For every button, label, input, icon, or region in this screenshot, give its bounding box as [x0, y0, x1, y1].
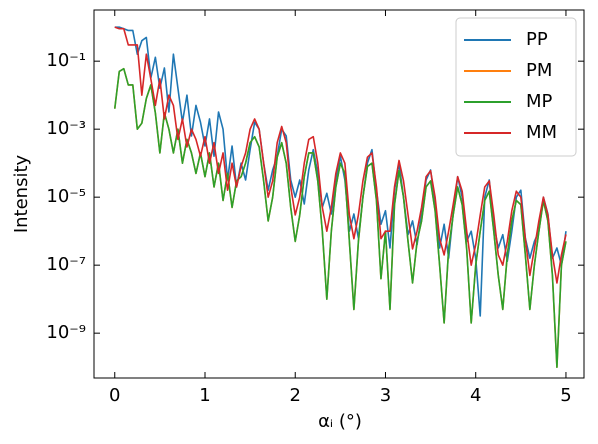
x-tick-label: 3 — [380, 385, 391, 406]
series-line — [113, 67, 567, 368]
x-tick-label: 4 — [470, 385, 481, 406]
x-axis-label: αᵢ (°) — [318, 411, 362, 432]
legend-label: MM — [526, 122, 557, 143]
y-tick-label: 10⁻³ — [46, 118, 86, 139]
legend-label: PM — [526, 60, 552, 81]
legend-label: PP — [526, 29, 548, 50]
x-tick-label: 1 — [199, 385, 210, 406]
legend-label: MP — [526, 91, 553, 112]
legend-box — [455, 17, 577, 157]
plot-lines — [113, 26, 567, 368]
plot-frame — [93, 9, 585, 379]
x-tick-label: 5 — [560, 385, 571, 406]
y-tick-label: 10⁻⁵ — [46, 186, 86, 207]
x-tick-label: 0 — [109, 385, 120, 406]
y-tick-label: 10⁻⁹ — [46, 322, 86, 343]
y-tick-label: 10⁻¹ — [46, 50, 86, 71]
series-line — [114, 26, 567, 284]
x-tick-label: 2 — [290, 385, 301, 406]
y-axis-label: Intensity — [11, 154, 32, 233]
y-tick-label: 10⁻⁷ — [46, 254, 86, 275]
